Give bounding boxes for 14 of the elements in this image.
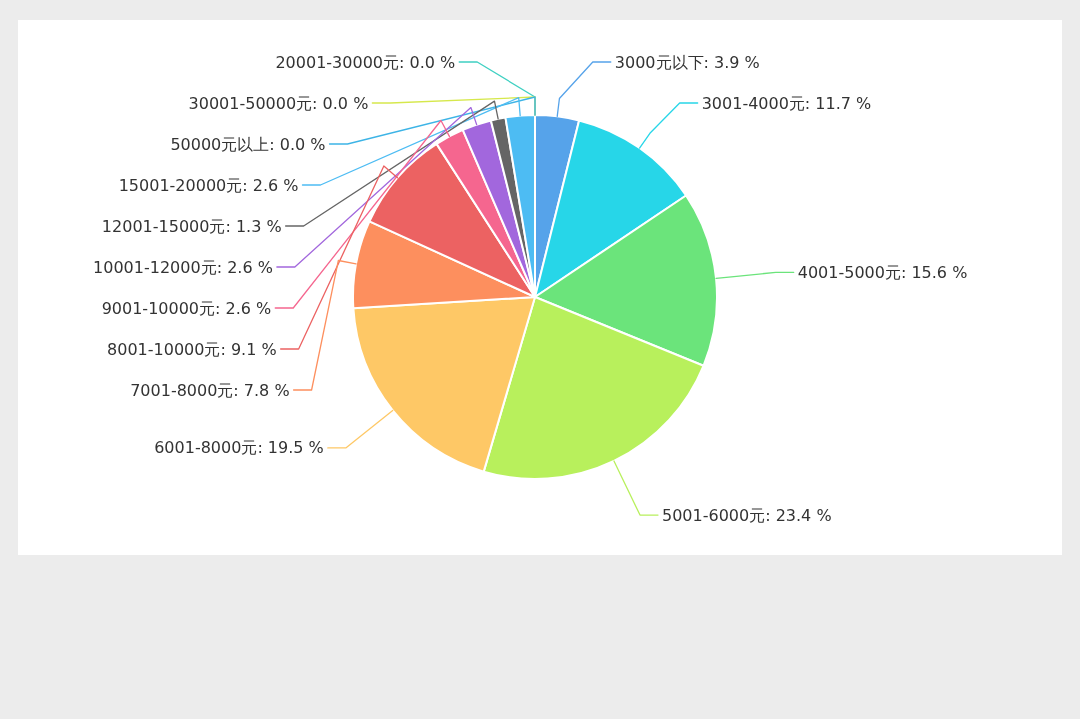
slice-label: 4001-5000元: 15.6 % — [797, 262, 968, 282]
slice-label: 5001-6000元: 23.4 % — [662, 505, 832, 525]
slice-label: 50000元以上: 0.0 % — [170, 134, 326, 154]
slice-label: 3001-4000元: 11.7 % — [701, 93, 872, 113]
slice-label: 20001-30000元: 0.0 % — [275, 52, 456, 72]
slice-label: 7001-8000元: 7.8 % — [130, 380, 290, 400]
slice-label: 12001-15000元: 1.3 % — [101, 216, 282, 236]
slice-label: 8001-10000元: 9.1 % — [107, 339, 277, 359]
slice-label: 3000元以下: 3.9 % — [614, 52, 760, 72]
slice-label: 6001-8000元: 19.5 % — [154, 438, 324, 458]
slice-label: 30001-50000元: 0.0 % — [188, 93, 369, 113]
slice-label: 10001-12000元: 2.6 % — [93, 257, 273, 277]
slice-label: 15001-20000元: 2.6 % — [118, 175, 299, 195]
slice-label: 9001-10000元: 2.6 % — [101, 298, 272, 318]
